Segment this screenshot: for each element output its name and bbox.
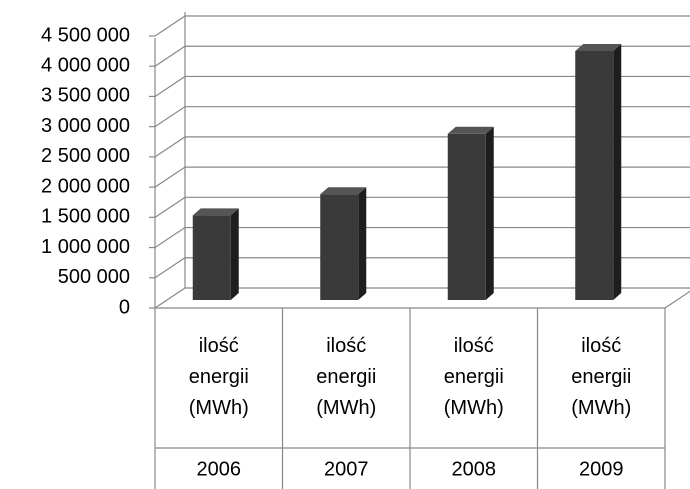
category-label-line: energii (571, 366, 631, 388)
x-tick-label: 2008 (452, 458, 497, 480)
category-label-line: energii (444, 366, 504, 388)
grid-line (154, 75, 690, 97)
bar-side (485, 126, 494, 301)
category-label-line: ilość (199, 335, 239, 357)
x-tick-label: 2006 (197, 458, 242, 480)
grid-line (154, 106, 690, 128)
bar-side (230, 208, 239, 300)
bar-front (320, 194, 359, 300)
category-label-line: energii (316, 366, 376, 388)
bar-front (575, 50, 614, 300)
floor-edge (664, 290, 690, 309)
y-tick-label: 2 000 000 (41, 175, 130, 197)
grid-line (154, 226, 690, 249)
grid-line (154, 166, 690, 188)
bar-top (192, 208, 239, 216)
bar (575, 43, 622, 301)
bar-front (192, 215, 231, 300)
y-tick-label: 3 500 000 (41, 85, 130, 107)
category-label-line: (MWh) (189, 397, 249, 419)
y-tick-label: 3 000 000 (41, 115, 130, 137)
category-label-line: ilość (326, 335, 366, 357)
grid-line (154, 45, 690, 67)
grid-line (154, 287, 690, 309)
category-label-line: (MWh) (444, 397, 504, 419)
category-label-line: (MWh) (316, 397, 376, 419)
category-label-line: ilość (581, 335, 621, 357)
category-label-line: ilość (454, 335, 494, 357)
category-label: ilość energii (MWh) (316, 335, 376, 419)
grid-line (154, 136, 690, 158)
y-tick-label: 4 000 000 (41, 55, 130, 77)
grid-line (154, 257, 690, 279)
x-tick-label: 2009 (579, 458, 624, 480)
grid-line (154, 196, 690, 218)
category-label-line: (MWh) (571, 397, 631, 419)
y-tick-label: 0 (119, 296, 130, 318)
bar (320, 187, 367, 300)
y-tick-label: 1 000 000 (41, 236, 130, 258)
y-tick-label: 500 000 (58, 266, 130, 288)
y-tick-label: 2 500 000 (41, 145, 130, 167)
bar (447, 126, 494, 301)
category-label: ilość energii (MWh) (189, 335, 249, 419)
grid-line (154, 15, 690, 37)
category-label-line: energii (189, 366, 249, 388)
bar-front (447, 133, 486, 300)
category-label: ilość energii (MWh) (571, 335, 631, 419)
bar (192, 208, 239, 300)
x-tick-label: 2007 (324, 458, 369, 480)
y-tick-label: 4 500 000 (41, 24, 130, 46)
bar-top (447, 126, 494, 134)
bar-side (613, 43, 622, 301)
bar-top (575, 43, 622, 51)
bar-side (358, 187, 367, 300)
category-label: ilość energii (MWh) (444, 335, 504, 419)
y-tick-label: 1 500 000 (41, 206, 130, 228)
bar-top (320, 187, 367, 195)
